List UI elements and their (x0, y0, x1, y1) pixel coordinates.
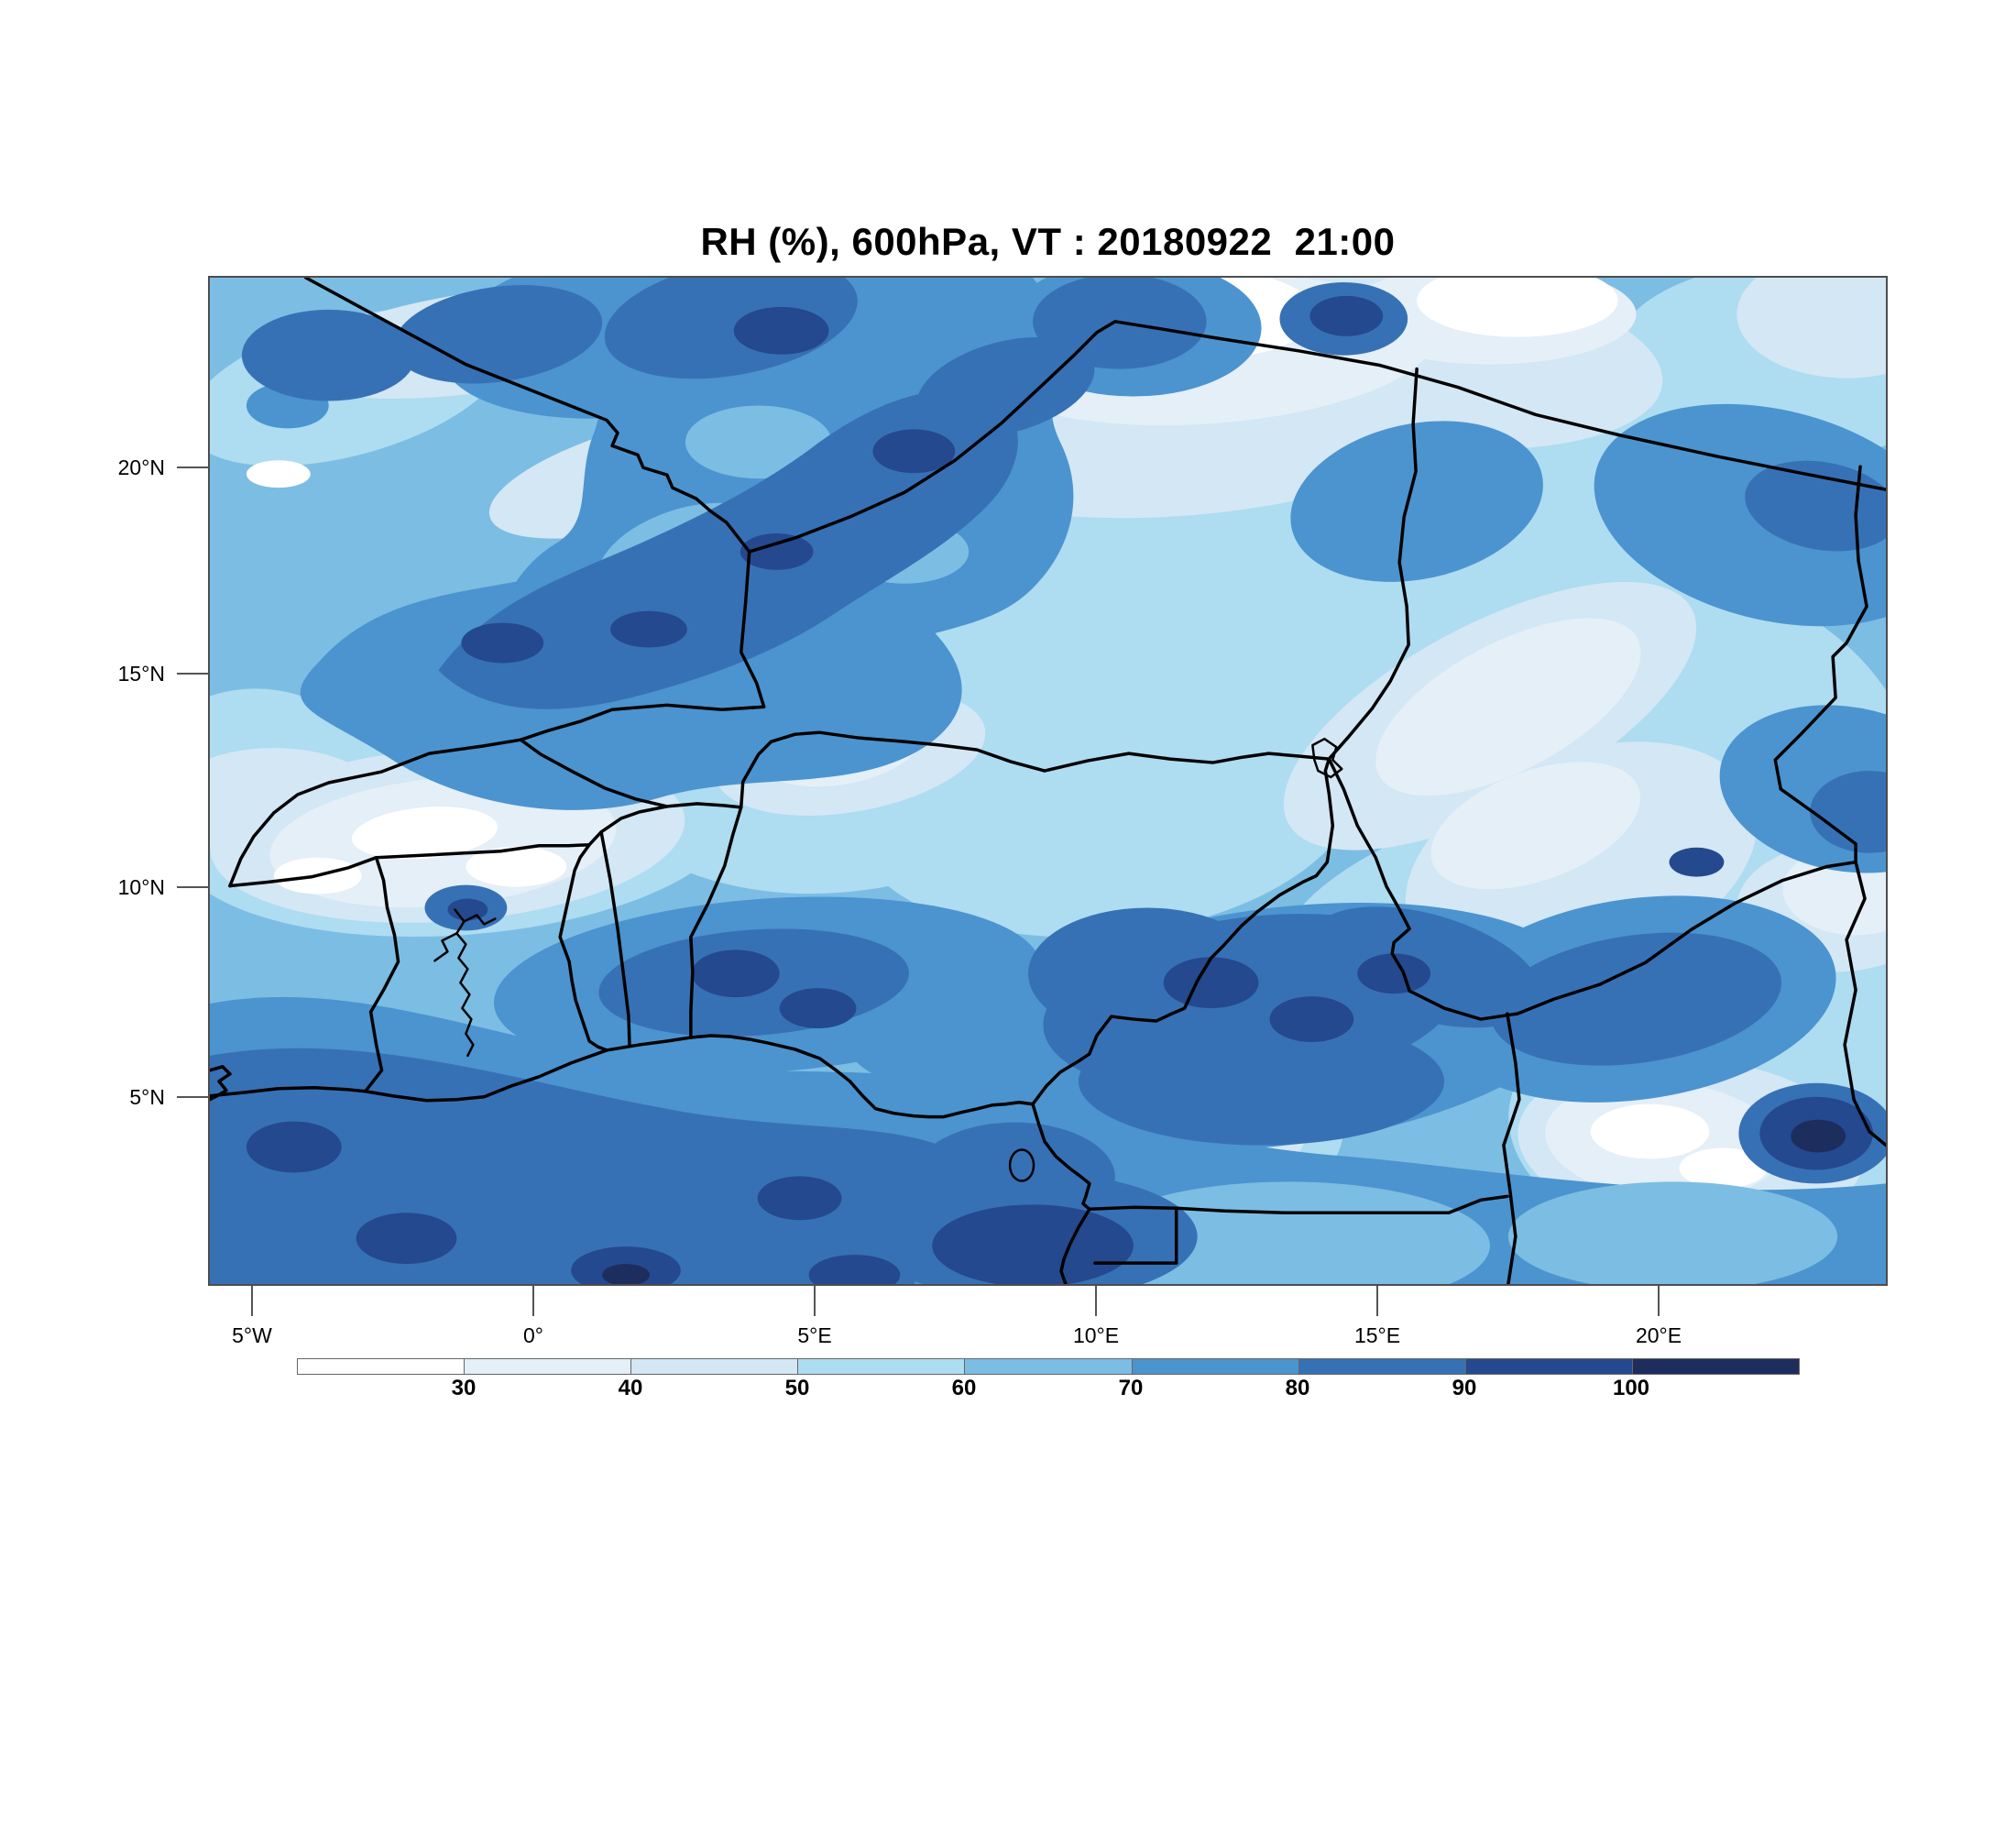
border-nigeria-cameroon (1031, 757, 1335, 1106)
border-togo-benin (599, 830, 631, 1048)
water-features (433, 737, 1343, 1182)
lon-label-0: 0° (523, 1323, 543, 1347)
lon-tick-5w (251, 1286, 253, 1316)
lat-tick-10n (177, 886, 208, 888)
colorbar-label-60: 60 (951, 1376, 977, 1400)
west-coast-fragment (210, 1065, 232, 1102)
lon-label-20e: 20°E (1635, 1323, 1682, 1347)
colorbar-segment-lt30 (298, 1359, 466, 1374)
bioko-island-outline (1008, 1148, 1035, 1182)
border-cameroon-gabon (1174, 1194, 1509, 1215)
colorbar-label-70: 70 (1118, 1376, 1144, 1400)
lon-label-5e: 5°E (797, 1323, 832, 1347)
colorbar-label-100: 100 (1612, 1376, 1650, 1400)
colorbar-segment-50-60 (798, 1359, 966, 1374)
border-chad-cameroon (1327, 757, 1411, 993)
colorbar-label-50: 50 (784, 1376, 810, 1400)
border-car-north (1408, 860, 1857, 1021)
lon-tick-5e (814, 1286, 816, 1316)
colorbar-segment-40-50 (631, 1359, 799, 1374)
colorbar-label-80: 80 (1285, 1376, 1310, 1400)
colorbar-segment-gt100 (1632, 1359, 1799, 1374)
coastline (210, 1034, 1091, 1284)
plot-title: RH (%), 600hPa, VT : 20180922 21:00 (700, 220, 1396, 263)
border-benin-nigeria (689, 806, 743, 1039)
lon-label-10e: 10°E (1072, 1323, 1120, 1347)
lat-tick-5n (177, 1096, 208, 1098)
colorbar-segment-30-40 (465, 1359, 632, 1374)
lon-tick-0 (532, 1286, 534, 1316)
lon-label-5w: 5°W (232, 1323, 272, 1347)
lat-tick-15n (177, 673, 208, 675)
lat-label-15n: 15°N (117, 662, 165, 686)
colorbar-segment-80-90 (1298, 1359, 1466, 1374)
map-panel (208, 276, 1888, 1286)
border-niger-nigeria (739, 730, 1331, 809)
lat-label-10n: 10°N (117, 875, 165, 899)
lon-tick-10e (1095, 1286, 1097, 1316)
border-chad-sudan (1773, 465, 1886, 1147)
colorbar-segment-90-100 (1465, 1359, 1633, 1374)
lake-volta-west-arm (433, 932, 458, 962)
border-niger-mali (519, 550, 766, 741)
colorbar-segment-60-70 (965, 1359, 1133, 1374)
contour-fill-above-100 (602, 1119, 1846, 1284)
lon-tick-20e (1658, 1286, 1660, 1316)
colorbar-label-90: 90 (1452, 1376, 1477, 1400)
lat-label-5n: 5°N (129, 1085, 165, 1109)
gulf-of-guinea-coast (210, 1034, 1091, 1284)
colorbar-label-40: 40 (618, 1376, 643, 1400)
colorbar-segment-70-80 (1132, 1359, 1299, 1374)
border-ghana-west (363, 855, 400, 1093)
country-borders (228, 278, 1886, 1284)
rh-contour-map-svg (210, 278, 1886, 1284)
lon-label-15e: 15°E (1353, 1323, 1401, 1347)
colorbar (297, 1358, 1800, 1375)
lake-volta-north-arm (463, 914, 497, 926)
lat-label-20n: 20°N (117, 456, 165, 479)
border-rio-muni (1088, 1205, 1178, 1265)
border-mali-burkina-west (228, 738, 523, 888)
border-niger-chad (1327, 367, 1419, 761)
lake-chad-outline (1311, 737, 1343, 779)
colorbar-label-30: 30 (451, 1376, 477, 1400)
border-niger-algeria-libya (747, 320, 1886, 554)
border-cameroon-car (1502, 1012, 1521, 1284)
lat-tick-20n (177, 466, 208, 468)
border-ghana-togo (558, 843, 608, 1052)
lon-tick-15e (1376, 1286, 1378, 1316)
border-mali-algeria (304, 278, 751, 554)
border-burkina-south (228, 805, 669, 888)
border-burkina-niger (519, 738, 743, 809)
